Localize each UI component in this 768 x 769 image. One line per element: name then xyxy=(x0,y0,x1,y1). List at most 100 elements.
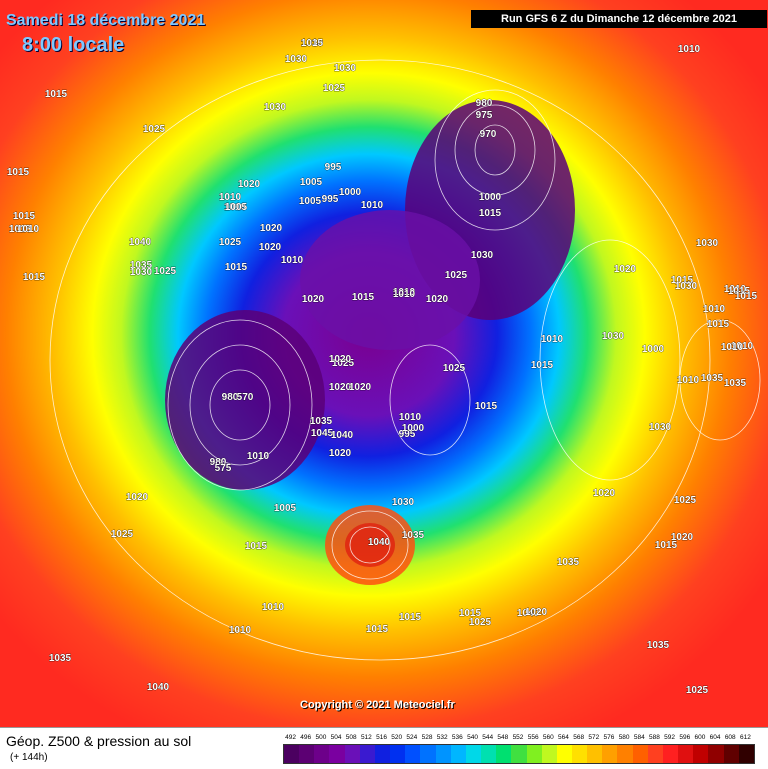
cutoff-high-core xyxy=(345,523,395,567)
scale-swatch xyxy=(662,745,679,763)
color-scale-bar xyxy=(283,744,755,764)
scale-swatch xyxy=(738,745,754,763)
pressure-label: 1015 xyxy=(45,89,68,100)
pressure-label: 995 xyxy=(322,194,339,205)
scale-label: 600 xyxy=(694,734,706,741)
scale-swatch xyxy=(602,745,618,763)
pressure-label: 1025 xyxy=(143,124,166,135)
scale-label: 500 xyxy=(315,734,327,741)
scale-label: 556 xyxy=(527,734,539,741)
pressure-label: 1015 xyxy=(399,612,422,623)
scale-label: 520 xyxy=(391,734,403,741)
scale-label: 536 xyxy=(451,734,463,741)
scale-label: 540 xyxy=(467,734,478,741)
pressure-label: 1015 xyxy=(475,401,498,412)
scale-label: 560 xyxy=(542,734,554,741)
scale-label: 568 xyxy=(573,734,585,741)
pressure-label: 1045 xyxy=(311,428,334,439)
pressure-label: 1025 xyxy=(443,363,466,374)
pressure-label: 1000 xyxy=(642,344,665,355)
pressure-label: 1030 xyxy=(301,38,324,49)
pressure-label: 1035 xyxy=(724,378,747,389)
scale-label: 516 xyxy=(376,734,387,741)
pressure-label: 1020 xyxy=(329,354,352,365)
pressure-label: 1010 xyxy=(281,255,304,266)
color-scale-labels: 492 496 500 504 508 512 516 520 524 528 532 536 540 5… xyxy=(283,734,753,744)
pressure-label: 1015 xyxy=(9,224,32,235)
scale-swatch xyxy=(329,745,345,763)
pressure-label: 1020 xyxy=(671,532,694,543)
pressure-label: 1000 xyxy=(402,423,425,434)
pressure-label: 1035 xyxy=(557,557,580,568)
pressure-label: 1010 xyxy=(219,192,242,203)
pressure-label: 1015 xyxy=(479,208,502,219)
pressure-label: 1015 xyxy=(13,211,36,222)
pressure-label: 1015 xyxy=(707,319,730,330)
pressure-label: 1005 xyxy=(300,177,323,188)
scale-label: 532 xyxy=(436,734,448,741)
pressure-label: 1040 xyxy=(368,537,391,548)
pressure-label: 1015 xyxy=(225,262,248,273)
scale-swatch xyxy=(587,745,603,763)
pressure-label: 1010 xyxy=(541,334,564,345)
scale-swatch xyxy=(435,745,451,763)
pressure-label: 575 xyxy=(215,463,232,474)
scale-swatch xyxy=(374,745,391,763)
pressure-label: 970 xyxy=(480,129,497,140)
pressure-label: 1010 xyxy=(224,202,247,213)
copyright-notice: Copyright © 2021 Meteociel.fr xyxy=(300,699,455,711)
pressure-labels: 1030 1030 1030 1025 1030 1025 1015 1015 1015 1015… xyxy=(7,38,758,697)
pressure-label: 1025 xyxy=(219,237,242,248)
z500-field xyxy=(0,0,768,727)
pressure-label: 1025 xyxy=(674,495,697,506)
legend-panel: Géop. Z500 & pression au sol (+ 144h) 49… xyxy=(0,727,768,769)
scale-label: 564 xyxy=(558,734,569,741)
scale-swatch xyxy=(284,745,300,763)
scale-swatch xyxy=(541,745,557,763)
scale-label: 548 xyxy=(497,734,509,741)
pressure-label: 1035 xyxy=(647,640,670,651)
pressure-label: 1010 xyxy=(393,287,416,298)
scale-label: 612 xyxy=(739,734,751,741)
pressure-label: 1005 xyxy=(299,196,322,207)
scale-label: 572 xyxy=(588,734,600,741)
pressure-label: 1040 xyxy=(129,237,152,248)
pressure-label: 1030 xyxy=(602,331,625,342)
pressure-label: 1015 xyxy=(301,38,324,49)
scale-label: 576 xyxy=(603,734,615,741)
scale-swatch xyxy=(723,745,739,763)
pressure-label: 1010 xyxy=(393,289,416,300)
scale-swatch xyxy=(693,745,709,763)
pressure-label: 1030 xyxy=(696,238,719,249)
scale-swatch xyxy=(632,745,648,763)
trough-core xyxy=(165,310,325,490)
pressure-label: 1020 xyxy=(260,223,283,234)
pressure-label: 1035 xyxy=(402,530,425,541)
pressure-label: 1020 xyxy=(426,294,449,305)
scale-swatch xyxy=(344,745,360,763)
pressure-label: 1020 xyxy=(329,448,352,459)
pressure-label: 570 xyxy=(237,392,254,403)
pressure-label: 1015 xyxy=(366,624,389,635)
scale-label: 528 xyxy=(421,734,433,741)
pressure-label: 1035 xyxy=(130,260,153,271)
map-canvas: 1030 1030 1030 1025 1030 1025 1015 1015 1015 1015… xyxy=(0,0,768,727)
pressure-label: 1035 xyxy=(49,653,72,664)
pressure-label: 1000 xyxy=(479,192,502,203)
pressure-label: 1015 xyxy=(671,275,694,286)
pressure-label: 1030 xyxy=(649,422,672,433)
pressure-label: 1030 xyxy=(471,250,494,261)
scale-swatch xyxy=(556,745,572,763)
isobars xyxy=(49,59,761,661)
pressure-label: 1030 xyxy=(392,497,415,508)
scale-swatch xyxy=(314,745,330,763)
pressure-label: 1015 xyxy=(23,272,46,283)
pressure-label: 1010 xyxy=(724,284,747,295)
legend-subtitle: (+ 144h) xyxy=(10,752,48,763)
scale-swatch xyxy=(390,745,406,763)
scale-label: 552 xyxy=(512,734,524,741)
pressure-label: 1025 xyxy=(111,529,134,540)
pressure-label: 1020 xyxy=(349,382,372,393)
scale-label: 596 xyxy=(679,734,691,741)
pressure-label: 1030 xyxy=(334,63,357,74)
